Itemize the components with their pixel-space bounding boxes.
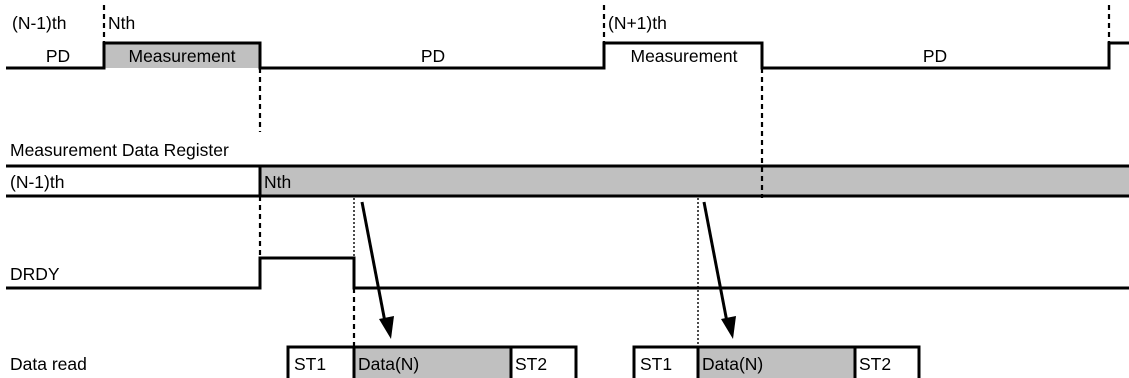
pd-measurement-waveform [6, 41, 1129, 70]
register-nth-shade [260, 167, 1129, 196]
register-prev-label: (N-1)th [10, 172, 64, 192]
pd-label-2: PD [421, 46, 445, 66]
pd-label-3: PD [923, 46, 947, 66]
arrow-1-head [379, 316, 394, 339]
data-read-label: Data read [10, 354, 87, 374]
pd-label-1: PD [46, 46, 70, 66]
drdy-label: DRDY [10, 264, 60, 284]
measurement-n-shade [104, 43, 260, 68]
data-read-2-st2: ST2 [859, 354, 891, 374]
register-title: Measurement Data Register [10, 140, 229, 160]
arrow-2-shaft [702, 201, 729, 323]
data-read-2-frame [632, 345, 921, 378]
data-read-1-data-shade [354, 347, 511, 378]
measurement-label-2: Measurement [631, 46, 738, 66]
label-prev-cycle: (N-1)th [12, 13, 66, 33]
label-nth-cycle: Nth [108, 13, 135, 33]
arrow-1-shaft [360, 201, 387, 323]
data-read-2-data: Data(N) [702, 354, 763, 374]
data-read-1-st1: ST1 [294, 354, 326, 374]
data-read-1-data: Data(N) [358, 354, 419, 374]
data-read-group-1: ST1 Data(N) ST2 [286, 345, 578, 378]
data-read-2-st1: ST1 [640, 354, 672, 374]
arrow-2-head [721, 316, 736, 339]
register-nth-label: Nth [264, 172, 291, 192]
data-read-1-frame [286, 345, 578, 378]
drdy-waveform [6, 256, 1129, 290]
data-read-2-data-shade [698, 347, 855, 378]
data-read-group-2: ST1 Data(N) ST2 [632, 345, 921, 378]
label-next-cycle: (N+1)th [608, 13, 667, 33]
data-read-1-st2: ST2 [515, 354, 547, 374]
measurement-label-1: Measurement [129, 46, 236, 66]
